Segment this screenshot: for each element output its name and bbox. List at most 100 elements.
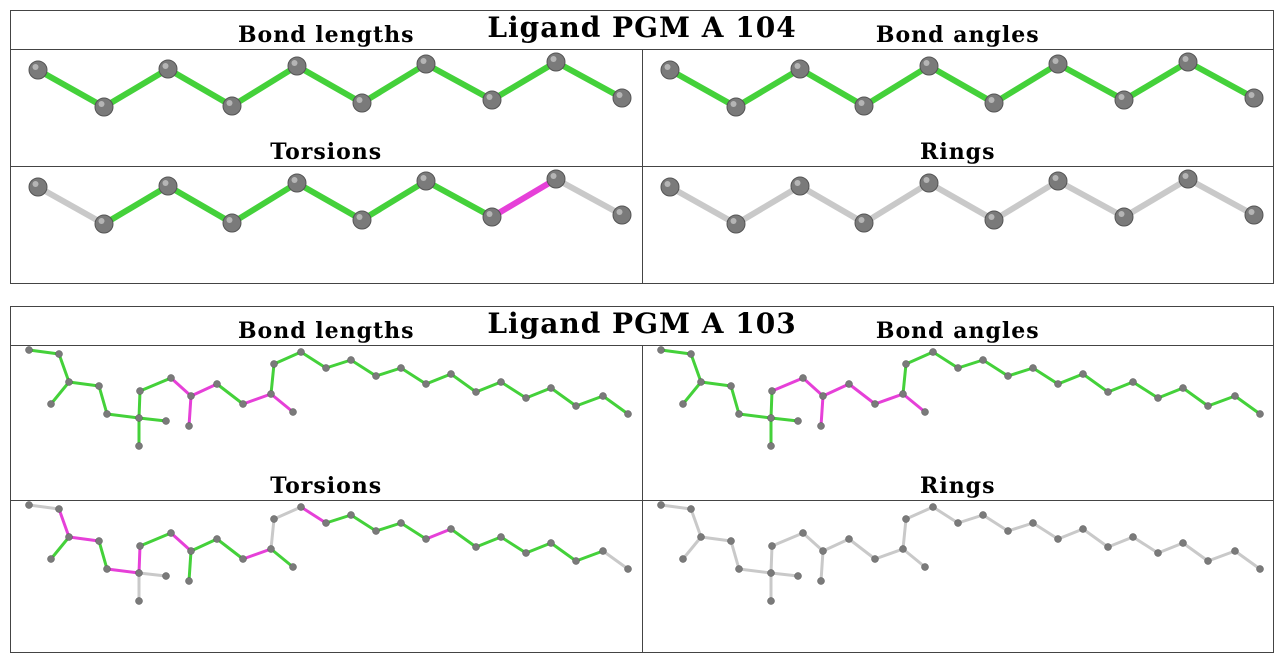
atom — [522, 549, 530, 557]
atom — [1053, 535, 1062, 543]
atom-highlight — [923, 60, 929, 66]
atom — [289, 563, 297, 571]
bond — [689, 352, 702, 384]
bond — [299, 350, 328, 370]
bond — [449, 372, 478, 394]
atom — [1103, 388, 1112, 396]
atom — [870, 400, 879, 408]
atom — [1153, 394, 1162, 402]
atom-highlight — [616, 209, 623, 215]
atom-highlight — [162, 63, 169, 69]
atom — [678, 555, 687, 563]
atom — [1153, 549, 1162, 557]
bond — [659, 503, 692, 511]
bond — [187, 549, 193, 583]
bond — [1156, 541, 1184, 555]
bond — [524, 541, 553, 555]
atom — [656, 501, 665, 509]
atom-highlight — [1182, 56, 1188, 62]
atom-highlight — [988, 97, 994, 103]
bond — [57, 352, 71, 384]
atom — [352, 210, 372, 230]
atom — [767, 387, 776, 395]
atom — [790, 59, 809, 79]
bond — [105, 567, 141, 575]
atom — [816, 422, 825, 430]
bond — [349, 513, 378, 533]
bond — [449, 527, 478, 549]
bond — [659, 348, 692, 356]
bond — [187, 394, 193, 428]
panel-caption: Rings — [920, 139, 996, 165]
bond — [769, 571, 799, 578]
panel-caption: Bond lengths — [237, 22, 415, 48]
bond — [49, 380, 71, 406]
bond — [272, 505, 303, 521]
bond — [1081, 372, 1109, 394]
atom-highlight — [486, 211, 493, 217]
bond — [819, 549, 824, 583]
atom — [1255, 410, 1264, 418]
atom-highlight — [420, 58, 427, 64]
bond — [574, 394, 605, 408]
atom — [898, 545, 907, 553]
atom — [818, 547, 827, 555]
atom — [734, 565, 743, 573]
atom — [767, 542, 776, 550]
ligand-title: Ligand PGM A 104 — [10, 10, 1274, 50]
atom — [287, 173, 307, 193]
bond — [956, 513, 984, 525]
atom — [844, 380, 853, 388]
bond — [27, 503, 61, 511]
bond — [1233, 549, 1261, 571]
atom — [162, 417, 170, 425]
bond — [549, 541, 578, 563]
bond — [137, 416, 168, 423]
atom — [818, 392, 827, 400]
bond — [737, 412, 772, 420]
bond — [729, 384, 740, 416]
bond — [901, 517, 907, 551]
atom — [726, 537, 735, 545]
ligand-title: Ligand PGM A 103 — [10, 306, 1274, 346]
atom — [726, 382, 735, 390]
atom — [270, 360, 278, 368]
atom — [136, 542, 144, 550]
atom — [270, 515, 278, 523]
bond — [981, 513, 1009, 533]
bond — [1181, 541, 1209, 563]
atom-highlight — [356, 214, 363, 220]
bond — [269, 547, 295, 569]
bond — [35, 67, 107, 110]
bond — [796, 66, 867, 109]
bond — [97, 384, 109, 416]
bond — [474, 535, 503, 549]
atom-highlight — [420, 175, 427, 181]
bond — [1120, 59, 1191, 103]
atom-highlight — [1248, 209, 1254, 215]
bond — [681, 535, 702, 561]
atom-highlight — [858, 100, 864, 106]
atom-highlight — [794, 63, 800, 69]
atom — [1178, 169, 1197, 189]
atom — [28, 177, 48, 197]
bond — [553, 59, 625, 101]
atom-highlight — [1118, 94, 1124, 100]
panel-caption: Bond angles — [875, 318, 1040, 344]
atom — [660, 60, 679, 80]
atom — [766, 569, 775, 577]
bond — [67, 535, 101, 543]
atom — [167, 374, 175, 382]
atom — [94, 97, 114, 117]
bond — [138, 531, 173, 548]
atom — [47, 555, 55, 563]
bond — [189, 537, 219, 553]
atom — [798, 529, 807, 537]
bond — [1056, 527, 1084, 541]
bond — [769, 544, 773, 575]
bond — [770, 531, 804, 548]
bond — [399, 366, 428, 386]
bond — [553, 176, 625, 218]
bond — [601, 549, 630, 571]
atom — [162, 572, 170, 580]
